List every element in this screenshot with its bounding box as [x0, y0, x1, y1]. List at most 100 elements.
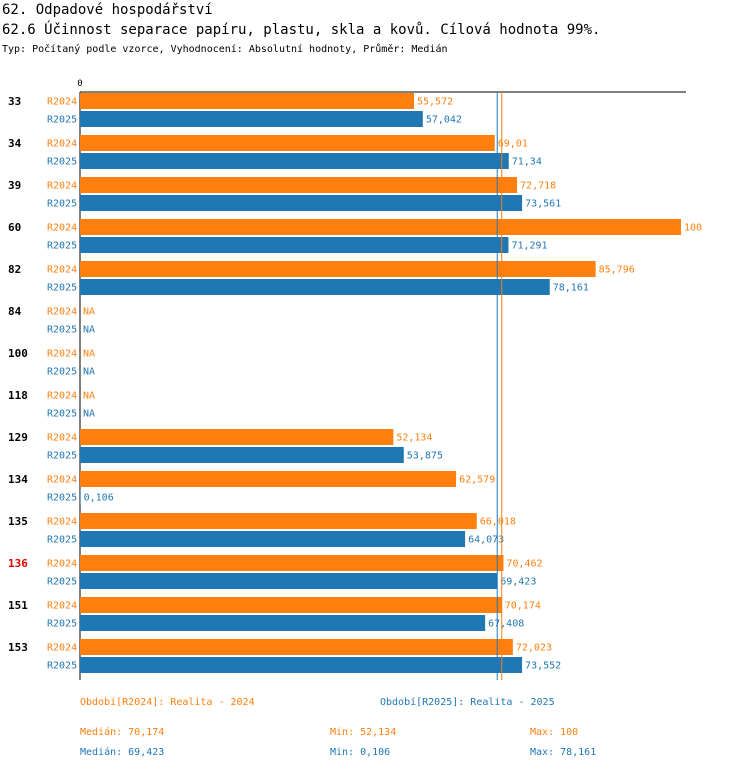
data-label: 70,174: [505, 601, 541, 612]
data-label: 53,875: [407, 451, 443, 462]
data-label: 67,408: [488, 619, 524, 630]
category-label: 82: [8, 263, 21, 276]
data-label: NA: [83, 349, 95, 360]
category-label: 100: [8, 347, 28, 360]
data-label: 69,01: [498, 139, 528, 150]
bar: [80, 615, 486, 631]
category-label: 134: [8, 473, 28, 486]
series-label: R2025: [47, 493, 77, 504]
bar: [80, 429, 394, 445]
bar: [80, 237, 509, 253]
bar: [80, 261, 596, 277]
legend-r2024-median: Medián: 70,174: [80, 727, 165, 738]
series-label: R2025: [47, 199, 77, 210]
series-label: R2025: [47, 451, 77, 462]
series-label: R2025: [47, 283, 77, 294]
category-label: 129: [8, 431, 28, 444]
bar: [80, 489, 81, 505]
legend-r2025-max: Max: 78,161: [530, 747, 597, 758]
x-axis-zero-tick: 0: [77, 79, 82, 89]
chart-meta: Typ: Počítaný podle vzorce, Vyhodnocení:…: [2, 44, 448, 55]
bar-chart: 0 33 R2024 55,572 R2025 57,042 34 R2024 69,01 R20…: [8, 79, 702, 680]
series-label: R2024: [47, 391, 77, 402]
series-label: R2024: [47, 601, 77, 612]
legend-r2024-period: Období[R2024]: Realita - 2024: [80, 697, 255, 708]
series-label: R2024: [47, 475, 77, 486]
data-label: 66,018: [480, 517, 516, 528]
legend-r2025-period: Období[R2025]: Realita - 2025: [380, 697, 555, 708]
bar: [80, 639, 513, 655]
series-label: R2024: [47, 559, 77, 570]
data-label: NA: [83, 409, 95, 420]
series-label: R2025: [47, 325, 77, 336]
legend-r2024-min: Min: 52,134: [330, 727, 397, 738]
bar: [80, 195, 523, 211]
data-label: 72,023: [516, 643, 552, 654]
series-label: R2025: [47, 367, 77, 378]
bar: [80, 219, 681, 235]
data-label: 57,042: [426, 115, 462, 126]
bar: [80, 153, 509, 169]
data-label: 78,161: [553, 283, 589, 294]
series-label: R2024: [47, 97, 77, 108]
data-label: 73,561: [525, 199, 561, 210]
bar: [80, 135, 495, 151]
data-label: 73,552: [525, 661, 561, 672]
series-label: R2024: [47, 349, 77, 360]
legend-r2025-min: Min: 0,106: [330, 747, 391, 758]
series-label: R2024: [47, 643, 77, 654]
category-label: 60: [8, 221, 21, 234]
bar: [80, 447, 404, 463]
series-label: R2024: [47, 517, 77, 528]
bar: [80, 471, 457, 487]
data-label: 71,34: [512, 157, 542, 168]
bar: [80, 573, 498, 589]
series-label: R2024: [47, 307, 77, 318]
category-label: 151: [8, 599, 28, 612]
data-label: 71,291: [511, 241, 547, 252]
series-label: R2025: [47, 535, 77, 546]
data-label: NA: [83, 325, 95, 336]
series-label: R2024: [47, 139, 77, 150]
data-label: NA: [83, 367, 95, 378]
category-label: 118: [8, 389, 28, 402]
series-label: R2024: [47, 265, 77, 276]
data-label: NA: [83, 307, 95, 318]
category-label: 135: [8, 515, 28, 528]
bar: [80, 111, 423, 127]
series-label: R2024: [47, 223, 77, 234]
data-label: 85,796: [599, 265, 635, 276]
series-label: R2025: [47, 157, 77, 168]
bar: [80, 279, 550, 295]
bar: [80, 597, 502, 613]
category-label: 153: [8, 641, 28, 654]
data-label: 69,423: [500, 577, 536, 588]
legend-r2024-max: Max: 100: [530, 727, 579, 738]
bar: [80, 531, 466, 547]
data-label: 70,462: [506, 559, 542, 570]
series-label: R2025: [47, 619, 77, 630]
bar: [80, 93, 414, 109]
category-label: 84: [8, 305, 22, 318]
bar: [80, 555, 504, 571]
category-label: 33: [8, 95, 21, 108]
bar: [80, 657, 523, 673]
data-label: 52,134: [396, 433, 432, 444]
legend-r2025-median: Medián: 69,423: [80, 747, 165, 758]
data-label: 62,579: [459, 475, 495, 486]
data-label: 0,106: [84, 493, 114, 504]
series-label: R2025: [47, 661, 77, 672]
category-label: 34: [8, 137, 22, 150]
data-label: 64,073: [468, 535, 504, 546]
series-label: R2024: [47, 181, 77, 192]
bar: [80, 513, 477, 529]
series-label: R2024: [47, 433, 77, 444]
data-label: 72,718: [520, 181, 556, 192]
data-label: NA: [83, 391, 95, 402]
series-label: R2025: [47, 241, 77, 252]
series-label: R2025: [47, 115, 77, 126]
category-label: 39: [8, 179, 21, 192]
data-label: 100: [684, 223, 702, 234]
chart-subtitle: 62.6 Účinnost separace papíru, plastu, s…: [2, 22, 601, 38]
category-label: 136: [8, 557, 28, 570]
